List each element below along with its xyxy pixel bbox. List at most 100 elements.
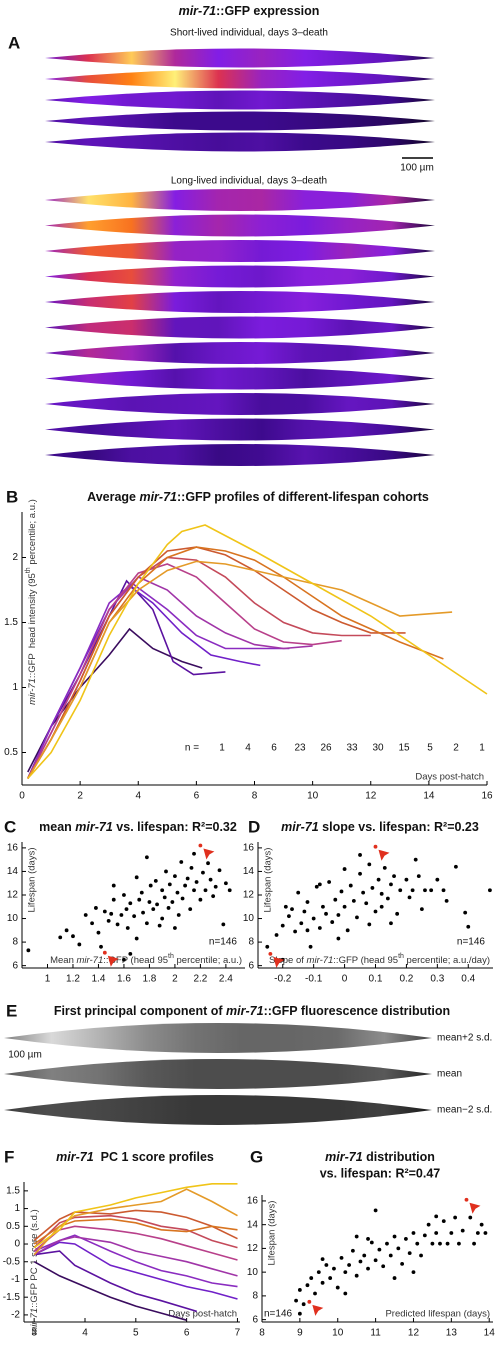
- scatter-point: [139, 890, 144, 895]
- series-line: [33, 1241, 238, 1300]
- scatter-point: [354, 1234, 359, 1239]
- scatter-point: [370, 886, 375, 890]
- panel-letter: B: [6, 487, 18, 506]
- scatter-point: [134, 875, 139, 880]
- x-axis-label: Days post-hatch: [415, 772, 484, 783]
- y-tick-label: 12: [243, 890, 255, 901]
- text-part: mir-71: [307, 955, 334, 966]
- scatter-point: [441, 1219, 446, 1224]
- scatter-point: [283, 904, 288, 909]
- x-tick-label: 1.6: [117, 974, 131, 985]
- text-part: vs. lifespan: R²=0.32: [113, 820, 237, 834]
- scatter-point: [119, 913, 124, 917]
- scatter-point: [290, 907, 294, 912]
- scatter-point: [345, 928, 350, 933]
- scatter-point: [167, 882, 172, 887]
- x-tick-label: 0: [342, 974, 348, 985]
- text-part: th: [25, 567, 32, 573]
- text-part: ::GFP profiles of different-lifespan coh…: [177, 490, 429, 504]
- y-axis-label: Lifespan (days): [267, 1201, 278, 1266]
- x-tick-label: 9: [297, 1328, 303, 1339]
- x-tick-label: 2.2: [193, 974, 207, 985]
- scatter-point: [153, 878, 158, 883]
- scatter-point: [330, 920, 335, 924]
- text-part: Slope of: [269, 955, 307, 966]
- scatter-point: [128, 951, 133, 956]
- scatter-point: [327, 880, 332, 884]
- x-tick-label: 16: [481, 791, 493, 802]
- y-tick-label: 8: [252, 1291, 258, 1302]
- scatter-point: [122, 957, 126, 962]
- scale-bar-label: 100 µm: [400, 163, 434, 174]
- x-axis-label: Predicted lifespan (days): [385, 1309, 490, 1320]
- panel-letter: C: [4, 817, 16, 836]
- scatter-point: [355, 915, 359, 920]
- scatter-point: [328, 1276, 333, 1280]
- scatter-point: [221, 922, 226, 927]
- worm-image: [45, 69, 435, 89]
- scatter-point: [311, 916, 316, 921]
- panel-title: First principal component of mir-71::GFP…: [54, 1004, 450, 1018]
- scatter-point: [134, 936, 139, 941]
- worm-image: [45, 90, 435, 110]
- scatter-point: [468, 1215, 473, 1220]
- scatter-point: [366, 1237, 370, 1241]
- text-part: th: [398, 953, 404, 960]
- scatter-point: [411, 1231, 416, 1235]
- series-line: [33, 1188, 238, 1256]
- scatter-point: [183, 883, 188, 888]
- scatter-point: [441, 888, 446, 893]
- text-part: distribution: [363, 1150, 435, 1164]
- x-tick-label: 6: [184, 1328, 190, 1339]
- scatter-point: [309, 1276, 314, 1280]
- series-line: [27, 524, 488, 780]
- scatter-point: [347, 1263, 351, 1267]
- scatter-point: [227, 888, 232, 893]
- panel-letter: D: [248, 817, 260, 836]
- text-part: ::GFP expression: [216, 4, 319, 18]
- series-line: [33, 1209, 238, 1242]
- scatter-point: [419, 907, 424, 912]
- scatter-point: [381, 1264, 386, 1269]
- y-tick-label: 10: [7, 913, 19, 924]
- scatter-point: [223, 881, 228, 886]
- panel-letter: E: [6, 1001, 17, 1020]
- scatter-point: [367, 862, 372, 867]
- scatter-point: [274, 933, 279, 937]
- x-tick-label: 12: [365, 791, 377, 802]
- x-tick-label: 12: [408, 1328, 420, 1339]
- x-tick-label: 13: [446, 1328, 458, 1339]
- x-tick-label: 1.2: [66, 974, 80, 985]
- x-tick-label: 6: [194, 791, 200, 802]
- x-tick-label: 0: [19, 791, 25, 802]
- scatter-point: [395, 911, 400, 916]
- scatter-point: [203, 888, 208, 893]
- pointer-arrow: [273, 956, 285, 968]
- chart-title: mir-71 slope vs. lifespan: R²=0.23: [281, 820, 479, 834]
- scatter-point: [416, 874, 421, 879]
- scatter-point: [385, 1241, 389, 1246]
- scatter-point: [350, 1248, 355, 1253]
- scatter-point: [188, 907, 193, 912]
- x-tick-label: 10: [307, 791, 319, 802]
- scatter-point: [336, 936, 341, 941]
- pointer-arrow: [469, 1202, 481, 1214]
- n-count: 26: [320, 743, 332, 754]
- series-line: [34, 1250, 198, 1313]
- scatter-point: [305, 928, 310, 933]
- text-part: percentile; a.u./day): [404, 955, 490, 966]
- scatter-point: [472, 1241, 476, 1246]
- scatter-point: [71, 934, 75, 939]
- pointer-arrow: [203, 848, 215, 860]
- scatter-point: [483, 1231, 488, 1235]
- scatter-point: [413, 857, 418, 862]
- scatter-point: [90, 921, 94, 926]
- scatter-point: [415, 1241, 420, 1246]
- text-part: mir-71: [226, 1004, 264, 1018]
- text-part: mir-71: [179, 4, 217, 18]
- text-part: ::GFP (head 95: [333, 955, 398, 966]
- worm-image: [45, 316, 435, 339]
- n-count: 15: [398, 743, 410, 754]
- scatter-point: [64, 928, 69, 933]
- x-axis-label: Days post-hatch: [168, 1309, 237, 1320]
